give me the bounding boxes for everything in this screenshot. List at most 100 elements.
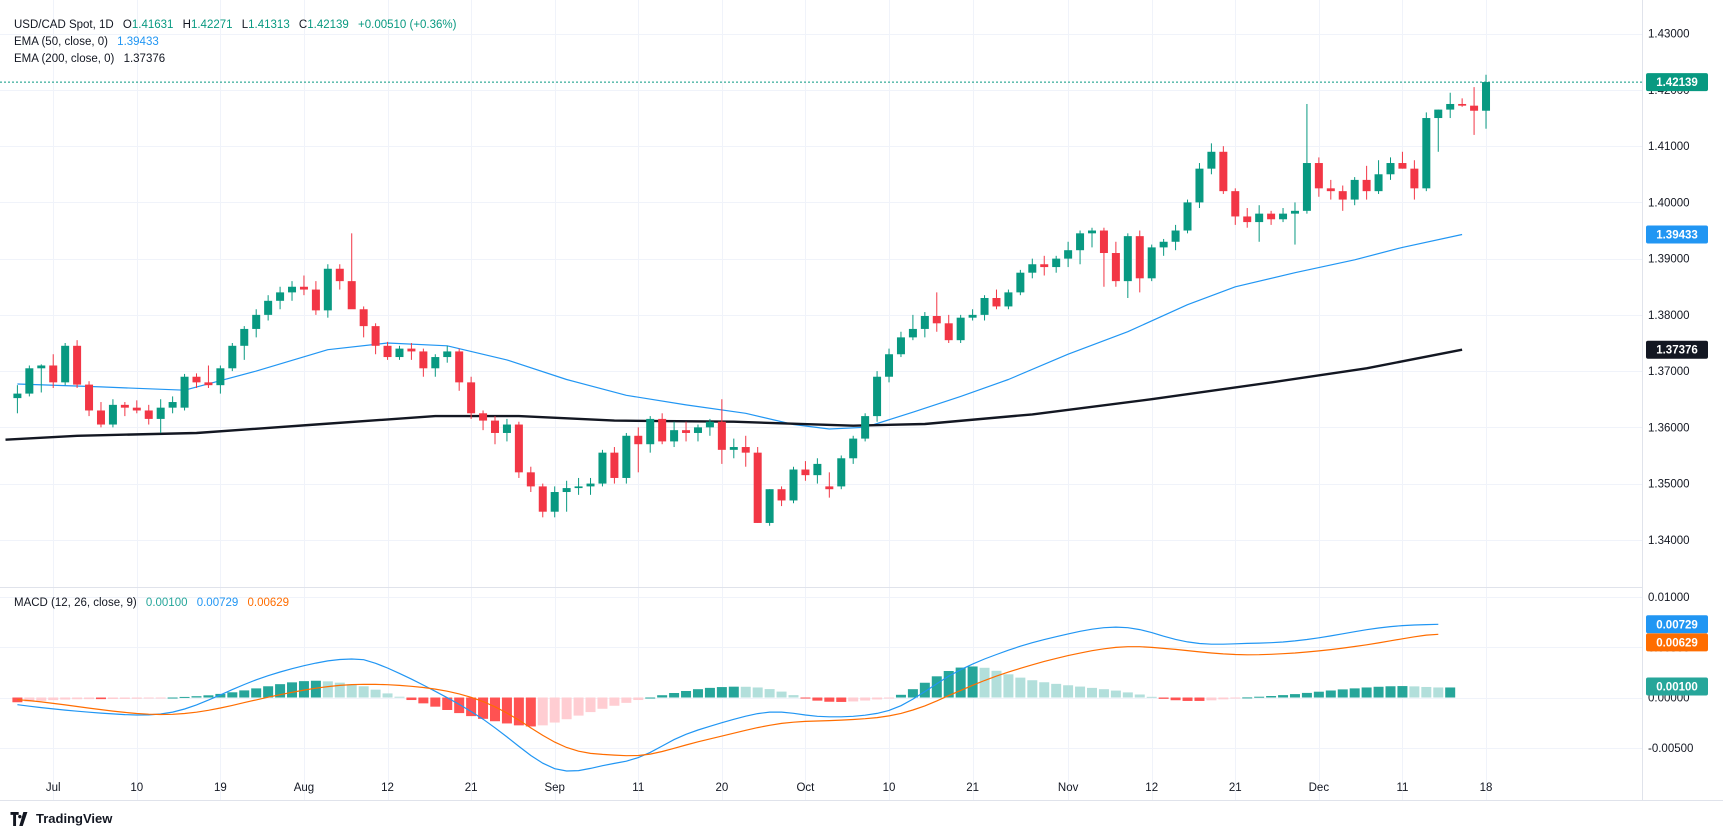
macd-histogram-bar	[1373, 686, 1384, 698]
candle-body	[13, 393, 22, 399]
brand-name: TradingView	[36, 811, 113, 826]
macd-histogram-bar	[251, 688, 262, 698]
macd-histogram-bar	[191, 696, 202, 698]
macd-histogram-bar	[573, 697, 584, 716]
candle-body	[1183, 202, 1192, 231]
legend-ema50[interactable]: EMA (50, close, 0) 1.39433	[14, 36, 159, 48]
macd-histogram-bar	[1039, 682, 1050, 698]
macd-histogram-bar	[1146, 696, 1157, 698]
macd-histogram-bar	[1361, 687, 1372, 698]
macd-line-tag-bg	[1646, 615, 1708, 634]
macd-histogram-bar	[1110, 690, 1121, 698]
candle-body	[741, 447, 750, 453]
macd-histogram-bar	[490, 697, 500, 722]
price-tick-label: 1.35000	[1648, 479, 1690, 491]
macd-histogram-bar	[525, 697, 536, 727]
macd-histogram-bar	[716, 687, 727, 698]
time-tick-label: 21	[966, 782, 979, 794]
time-tick-label: Aug	[294, 782, 314, 794]
macd-signal-tag-label: 0.00629	[1656, 637, 1698, 649]
macd-histogram	[12, 666, 1456, 727]
macd-histogram-bar	[1254, 696, 1265, 698]
macd-histogram-bar	[561, 697, 572, 720]
macd-histogram-bar	[143, 697, 154, 699]
macd-histogram-bar	[107, 697, 118, 700]
macd-histogram-bar	[155, 697, 166, 699]
candle-body	[610, 452, 619, 478]
macd-histogram-bar	[167, 697, 178, 699]
candle-body	[670, 430, 679, 442]
price-tick-label: 1.43000	[1648, 29, 1690, 41]
candle-body	[85, 384, 94, 411]
candle-body	[789, 469, 798, 501]
ema50-tag-bg	[1646, 225, 1708, 244]
candle-body	[49, 365, 58, 383]
last-price-tag-label: 1.42139	[1656, 77, 1698, 89]
legend-ema200[interactable]: EMA (200, close, 0) 1.37376	[14, 53, 165, 65]
candle-body	[896, 337, 905, 355]
macd-histogram-bar	[1313, 691, 1324, 698]
candle-body	[837, 458, 846, 487]
macd-histogram-bar	[48, 697, 59, 701]
candle-body	[1338, 191, 1347, 200]
candle-body	[25, 368, 34, 394]
candle-body	[455, 351, 464, 383]
price-tick-label: 1.37000	[1648, 366, 1690, 378]
macd-signal-tag: 0.00629	[1646, 633, 1708, 652]
macd-histogram-bar	[95, 697, 106, 700]
ema200-line	[5, 348, 1463, 441]
candle-body	[682, 430, 691, 433]
macd-histogram-bar	[227, 692, 238, 698]
candle-body	[1302, 163, 1311, 211]
legend-symbol-line[interactable]: USD/CAD Spot, 1D O1.41631 H1.42271 L1.41…	[14, 19, 457, 31]
candle-body	[526, 472, 535, 487]
macd-histogram-bar	[1409, 686, 1420, 698]
macd-histogram-bar	[1218, 697, 1229, 700]
macd-histogram-bar	[704, 687, 715, 698]
candle-body	[992, 298, 1001, 307]
ema200-value: 1.37376	[124, 53, 166, 65]
macd-histogram-bar	[1349, 688, 1360, 698]
open-label: O	[123, 19, 132, 31]
macd-histogram-bar	[1182, 697, 1193, 701]
open-value: 1.41631	[132, 19, 174, 31]
macd-histogram-bar	[621, 697, 632, 703]
tradingview-logo[interactable]: TradingView	[10, 811, 112, 826]
macd-histogram-bar	[812, 697, 823, 701]
macd-histogram-bar	[585, 697, 596, 713]
candle-body	[1434, 109, 1443, 119]
candle-body	[431, 357, 440, 369]
candle-body	[622, 435, 631, 478]
ema50-name: EMA (50, close, 0)	[14, 36, 108, 48]
macd-histogram-bar	[907, 689, 918, 698]
time-tick-label: 20	[715, 782, 728, 794]
macd-histogram-bar	[24, 697, 35, 702]
candle-body	[825, 486, 834, 490]
macd-histogram-bar	[346, 684, 357, 698]
candle-body	[777, 489, 786, 501]
time-tick-label: 12	[1145, 782, 1158, 794]
close-label: C	[299, 19, 307, 31]
macd-histogram-bar	[752, 687, 763, 698]
candle-body	[276, 292, 285, 301]
time-axis[interactable]: Jul 10 19 Aug 12 21 Sep 11 20 Oct 10 21 Nov 12 21 Dec 11…	[46, 782, 1493, 794]
candle-body	[1028, 264, 1037, 273]
candle-body	[1398, 163, 1407, 169]
candle-body	[1159, 241, 1168, 248]
macd-histogram-bar	[728, 686, 739, 698]
macd-histogram-bar	[1242, 697, 1253, 699]
time-tick-label: 10	[883, 782, 896, 794]
macd-signal-value: 0.00629	[247, 597, 289, 609]
macd-histogram-bar	[478, 697, 489, 719]
macd-histogram-bar	[382, 693, 393, 698]
candle-body	[168, 402, 177, 408]
time-tick-label: Dec	[1309, 782, 1330, 794]
candle-body	[1099, 230, 1108, 254]
candle-body	[873, 376, 882, 417]
macd-histogram-bar	[84, 697, 95, 700]
macd-histogram-bar	[1289, 694, 1300, 698]
change-value: +0.00510 (+0.36%)	[358, 19, 457, 31]
ema50-tag-label: 1.39433	[1656, 229, 1698, 241]
legend-macd[interactable]: MACD (12, 26, close, 9) 0.00100 0.00729 …	[14, 597, 289, 609]
